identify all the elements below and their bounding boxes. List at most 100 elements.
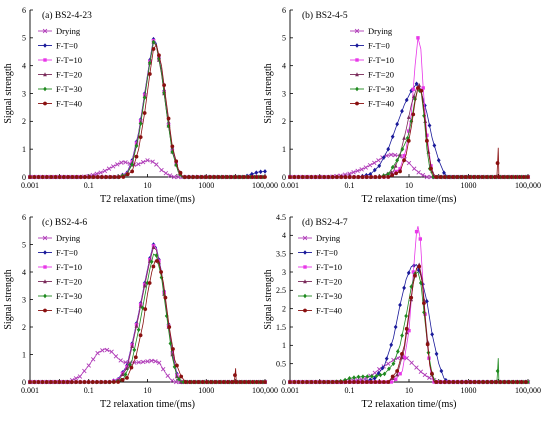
legend-label: F-T=20 <box>368 70 394 80</box>
data-point <box>170 352 175 357</box>
data-point <box>237 175 242 179</box>
data-point <box>154 259 159 263</box>
data-point <box>258 169 263 175</box>
data-point <box>213 380 218 384</box>
data-point <box>387 366 391 372</box>
legend-label: F-T=30 <box>368 84 394 94</box>
data-point <box>511 380 515 384</box>
data-point <box>110 164 116 169</box>
data-point <box>402 153 406 158</box>
data-point <box>421 86 425 90</box>
series-f-t-40 <box>288 264 528 384</box>
data-point <box>419 88 424 93</box>
data-point <box>526 175 530 179</box>
data-point <box>226 380 230 384</box>
data-point <box>519 380 524 384</box>
data-point <box>347 171 352 176</box>
data-point <box>406 138 411 143</box>
data-point <box>82 380 87 384</box>
data-point <box>169 378 175 383</box>
data-point <box>181 379 186 385</box>
data-point <box>468 380 473 384</box>
legend-marker <box>303 250 307 255</box>
data-point <box>49 380 53 384</box>
data-point <box>61 380 66 384</box>
data-point <box>138 135 143 140</box>
data-point <box>372 370 378 376</box>
data-point <box>112 380 116 384</box>
data-point <box>502 380 507 384</box>
data-point <box>413 273 417 278</box>
data-point <box>411 112 416 117</box>
data-point <box>36 175 41 179</box>
series-line <box>290 87 528 178</box>
data-point <box>179 374 184 379</box>
data-point <box>352 380 356 384</box>
data-point <box>430 371 434 376</box>
data-point <box>82 368 87 374</box>
data-point <box>418 369 424 374</box>
data-point <box>413 96 417 102</box>
data-point <box>377 380 382 384</box>
data-point <box>32 175 37 179</box>
legend-label: F-T=20 <box>56 70 82 80</box>
data-point <box>145 158 150 163</box>
x-axis-title: T2 relaxation time/(ms) <box>100 194 195 205</box>
legend-label: Drying <box>56 26 81 36</box>
legend-label: F-T=10 <box>316 262 342 272</box>
x-tick-label: 10 <box>144 386 152 395</box>
x-tick-label: 10 <box>144 181 152 190</box>
data-point <box>187 175 192 179</box>
legend-marker <box>43 279 47 284</box>
data-point <box>130 169 135 174</box>
data-point <box>78 175 83 179</box>
data-point <box>300 175 305 179</box>
data-point <box>438 380 443 384</box>
data-point <box>147 72 152 76</box>
data-point <box>246 175 251 179</box>
data-point <box>125 375 129 380</box>
data-point <box>195 175 200 179</box>
data-point <box>44 380 49 384</box>
data-point <box>496 175 501 179</box>
data-point <box>204 175 208 179</box>
x-tick-label: 0.1 <box>84 386 94 395</box>
legend-marker <box>303 265 307 269</box>
data-point <box>254 170 259 175</box>
data-point <box>174 162 179 168</box>
data-point <box>233 175 238 179</box>
data-point <box>347 376 352 381</box>
legend-marker <box>43 72 47 77</box>
data-point <box>406 114 411 119</box>
data-point <box>386 146 391 152</box>
data-point <box>209 380 213 384</box>
y-tick-label: 1 <box>22 145 26 154</box>
data-point <box>489 380 494 384</box>
data-point <box>109 349 114 354</box>
chart-panel-1: 0 1 2 3 4 5 6 0.001 0.1 10 1000 100,000 T2 relaxatio… <box>3 6 278 205</box>
data-point <box>151 264 156 269</box>
data-point <box>442 380 447 384</box>
series-line <box>30 260 265 383</box>
data-point <box>263 380 267 384</box>
data-point <box>434 380 439 384</box>
data-point <box>438 175 443 179</box>
data-point <box>143 307 148 312</box>
data-point <box>343 380 348 384</box>
data-point <box>91 175 96 179</box>
data-point <box>121 175 126 179</box>
y-tick-label: 2 <box>22 323 26 332</box>
data-point <box>404 97 409 103</box>
legend-label: F-T=40 <box>316 306 342 316</box>
data-point <box>395 349 400 354</box>
y-tick-label: 4 <box>282 61 286 70</box>
data-point <box>343 175 348 179</box>
data-point <box>147 281 152 285</box>
data-point <box>78 380 83 384</box>
data-point <box>459 175 464 179</box>
legend-label: F-T=20 <box>316 277 342 287</box>
data-point <box>138 333 143 338</box>
data-point <box>142 283 147 288</box>
y-axis-title: Signal strength <box>263 63 274 123</box>
legend-label: F-T=20 <box>56 277 82 287</box>
